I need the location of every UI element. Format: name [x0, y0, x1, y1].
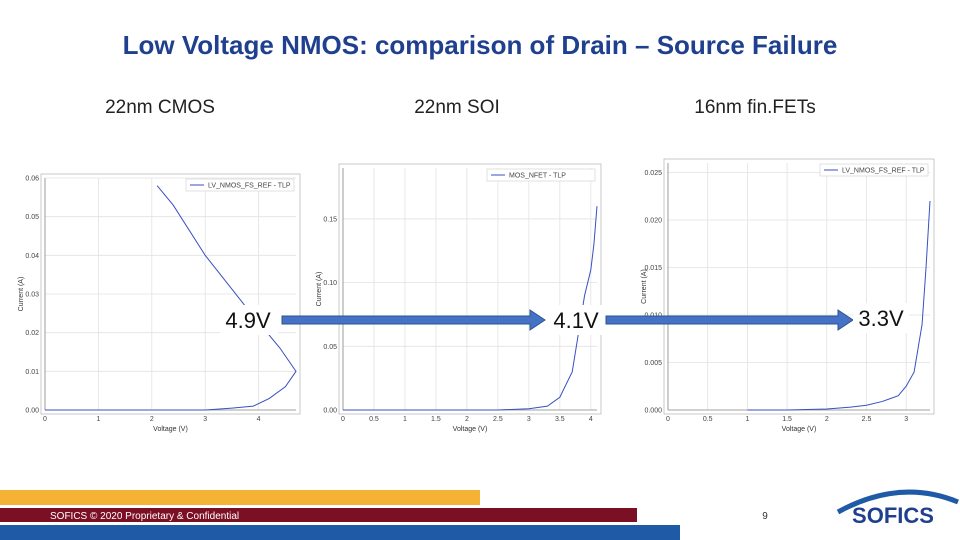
x-tick-label: 2: [465, 416, 469, 423]
x-tick-label: 0.5: [369, 416, 379, 423]
column-heading: 22nm SOI: [414, 97, 500, 118]
legend-box: [185, 178, 295, 192]
logo-text: SOFICS: [852, 503, 934, 528]
logo: SOFICS: [836, 489, 959, 528]
x-axis-label: Voltage (V): [453, 426, 488, 433]
footer-bar: [0, 508, 637, 522]
footer-bar: [0, 490, 480, 505]
plot-frame: [663, 158, 935, 415]
x-tick-label: 3: [203, 416, 207, 423]
y-tick-label: 0.015: [644, 265, 662, 272]
x-axis-label: Voltage (V): [153, 426, 188, 433]
plot-frame: [338, 163, 602, 415]
legend-label: MOS_NFET - TLP: [509, 173, 566, 180]
y-tick-label: 0.005: [644, 360, 662, 367]
arrow: [605, 309, 854, 331]
x-tick-label: 0: [666, 416, 670, 423]
x-tick-label: 3: [527, 416, 531, 423]
x-tick-label: 1.5: [782, 416, 792, 423]
y-tick-label: 0.02: [25, 330, 39, 337]
x-tick-label: 3.5: [555, 416, 565, 423]
x-tick-label: 4: [257, 416, 261, 423]
x-tick-label: 4: [589, 416, 593, 423]
x-tick-label: 0: [341, 416, 345, 423]
y-tick-label: 0.04: [25, 253, 39, 260]
x-tick-label: 1: [745, 416, 749, 423]
footer-bar: [0, 525, 680, 540]
y-tick-label: 0.020: [644, 218, 662, 225]
label-bg: [548, 305, 604, 335]
y-tick-label: 0.01: [25, 369, 39, 376]
series-line: [45, 185, 297, 411]
x-tick-label: 3: [904, 416, 908, 423]
legend-label: LV_NMOS_FS_REF - TLP: [208, 183, 291, 190]
y-tick-label: 0.00: [25, 408, 39, 415]
arrow: [281, 309, 546, 331]
slide-title: Low Voltage NMOS: comparison of Drain – …: [123, 30, 838, 60]
x-tick-label: 0: [43, 416, 47, 423]
x-tick-label: 1: [96, 416, 100, 423]
annotation: 4.1V: [553, 308, 599, 333]
annotation: 3.3V: [858, 306, 904, 331]
annotation: 4.9V: [225, 308, 271, 333]
arrows: [281, 309, 854, 331]
label-bg: [853, 303, 909, 333]
x-tick-label: 2.5: [862, 416, 872, 423]
column-heading: 16nm fin.FETs: [694, 97, 815, 118]
column-heading: 22nm CMOS: [105, 97, 215, 118]
page-number: 9: [762, 511, 768, 522]
label-bg: [220, 305, 278, 335]
series-line: [747, 200, 931, 411]
x-tick-label: 2.5: [493, 416, 503, 423]
legend-box: [486, 168, 596, 182]
y-axis-label: Current (A): [18, 277, 25, 312]
y-tick-label: 0.000: [644, 408, 662, 415]
x-tick-label: 1: [403, 416, 407, 423]
y-axis-label: Current (A): [641, 269, 648, 304]
series-line: [343, 206, 598, 411]
y-tick-label: 0.10: [323, 280, 337, 287]
y-tick-label: 0.06: [25, 176, 39, 183]
legend-label: LV_NMOS_FS_REF - TLP: [842, 168, 925, 175]
x-axis-label: Voltage (V): [782, 426, 817, 433]
logo-swoosh: [836, 489, 959, 515]
x-tick-label: 0.5: [703, 416, 713, 423]
y-tick-label: 0.15: [323, 216, 337, 223]
x-tick-label: 1.5: [431, 416, 441, 423]
y-tick-label: 0.05: [323, 344, 337, 351]
y-tick-label: 0.05: [25, 214, 39, 221]
footer-text: SOFICS © 2020 Proprietary & Confidential: [50, 511, 239, 522]
y-axis-label: Current (A): [316, 272, 323, 307]
x-tick-label: 2: [825, 416, 829, 423]
charts: 0 1 2 3 4 0.00 0.01 0.02 0.03 0.04 0.05 0.06 Voltage…: [18, 158, 935, 433]
y-tick-label: 0.03: [25, 292, 39, 299]
x-tick-label: 2: [150, 416, 154, 423]
legend-box: [819, 163, 929, 177]
y-tick-label: 0.00: [323, 408, 337, 415]
y-tick-label: 0.025: [644, 170, 662, 177]
